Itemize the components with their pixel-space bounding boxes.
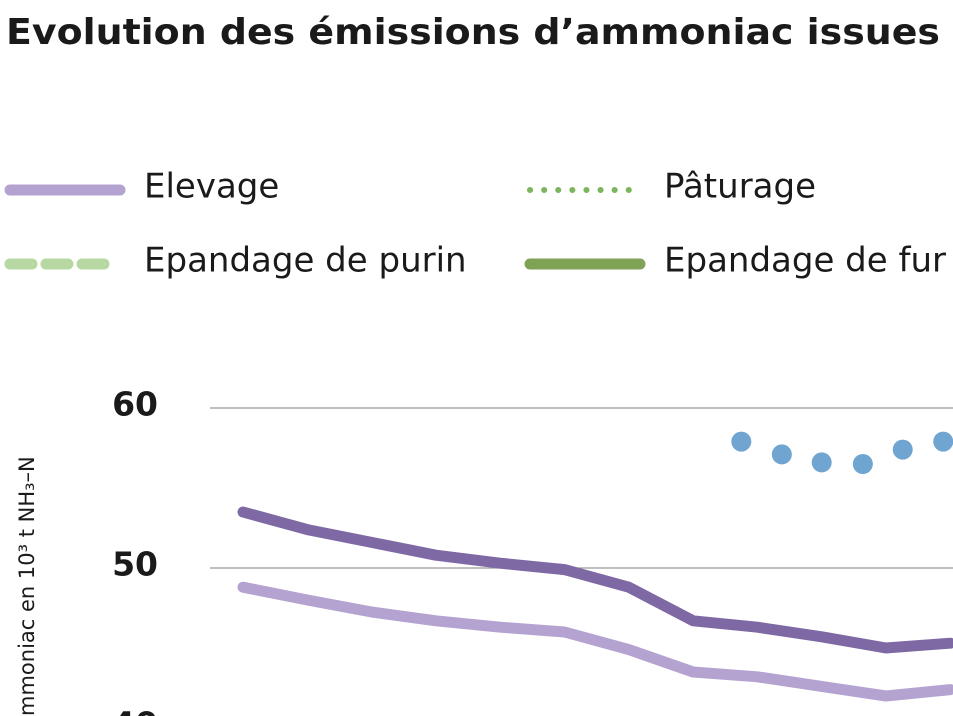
y-axis-label: mmoniac en 10³ t NH₃–N	[15, 456, 39, 716]
data-line	[237, 506, 953, 654]
y-tick-label: 40	[112, 705, 158, 716]
legend-label: Epandage de fur	[664, 241, 946, 281]
legend-label: Pâturage	[664, 167, 816, 207]
chart-title: Evolution des émissions d’ammoniac issue…	[6, 12, 953, 53]
y-tick-label: 50	[112, 545, 158, 584]
legend-label: Epandage de purin	[144, 241, 467, 281]
data-point	[771, 444, 792, 465]
legend-label: Elevage	[144, 167, 279, 207]
data-point	[933, 431, 953, 452]
data-point	[852, 454, 873, 474]
y-tick-label: 60	[112, 385, 158, 424]
data-point	[892, 439, 913, 460]
data-line	[237, 581, 953, 702]
data-point	[811, 452, 832, 473]
data-point	[731, 431, 752, 452]
